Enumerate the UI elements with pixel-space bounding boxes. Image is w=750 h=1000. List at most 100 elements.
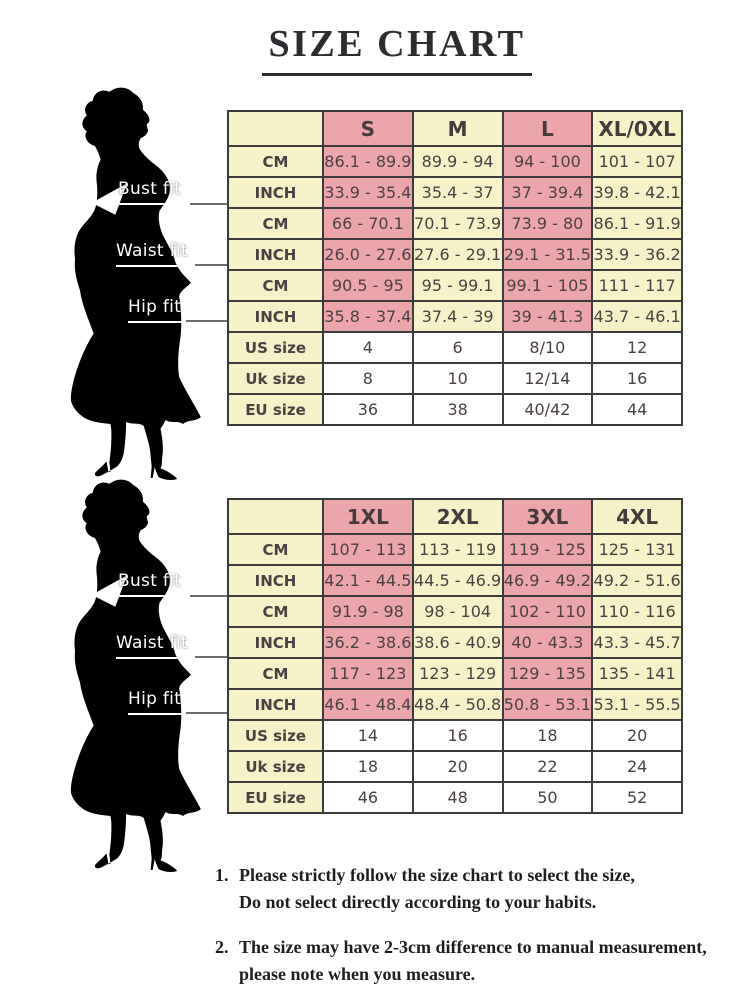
value-cell: 107 - 113 [322,533,414,566]
woman-silhouette-svg [70,479,201,872]
value-cell: 39 - 41.3 [501,300,594,333]
title-wrap: SIZE CHART [0,22,750,76]
value-cell: 86.1 - 91.9 [591,207,683,240]
row-label: Uk size [227,750,324,783]
row-label: CM [227,595,324,628]
value-cell: 12 [591,331,683,364]
value-cell: 40/42 [501,393,594,426]
value-cell: 43.7 - 46.1 [591,300,683,333]
waist-fit-label: Waist fit [116,633,195,659]
value-cell: 40 - 43.3 [501,626,594,659]
note-line: The size may have 2-3cm difference to ma… [239,937,707,957]
value-cell: 39.8 - 42.1 [591,176,683,209]
size-column-header: XL/0XL [591,110,683,147]
corner-cell [227,498,324,535]
value-cell: 46.9 - 49.2 [501,564,594,597]
value-cell: 101 - 107 [591,145,683,178]
arm-gap-shape [91,183,128,215]
value-cell: 50.8 - 53.1 [501,688,594,721]
value-cell: 29.1 - 31.5 [501,238,594,271]
note-number: 2. [215,937,229,957]
value-cell: 44.5 - 46.9 [411,564,504,597]
value-cell: 48 [411,781,504,814]
value-cell: 44 [591,393,683,426]
value-cell: 46 [322,781,414,814]
row-label: INCH [227,238,324,271]
size-column-header: 1XL [322,498,414,535]
value-cell: 6 [411,331,504,364]
table-row: EU size 46 48 50 52 [227,781,683,814]
value-cell: 38.6 - 40.9 [411,626,504,659]
note-item-2: 2. The size may have 2-3cm difference to… [215,934,747,988]
note-line: please note when you measure. [239,964,476,984]
size-table-regular: S M L XL/0XL CM 86.1 - 89.9 89.9 - 94 94 - 100 1… [227,110,683,426]
note-line: Do not select directly according to your… [239,892,597,912]
table-row: CM 90.5 - 95 95 - 99.1 99.1 - 105 111 - 117 [227,269,683,302]
value-cell: 50 [501,781,594,814]
woman-silhouette-figure-2 [50,477,218,872]
note-text: Please strictly follow the size chart to… [239,862,747,916]
value-cell: 18 [501,719,594,752]
row-label: CM [227,657,324,690]
row-label: INCH [227,300,324,333]
value-cell: 94 - 100 [501,145,594,178]
table-row: Uk size 8 10 12/14 16 [227,362,683,395]
value-cell: 36.2 - 38.6 [322,626,414,659]
table-row: CM 117 - 123 123 - 129 129 - 135 135 - 141 [227,657,683,690]
table-row: US size 4 6 8/10 12 [227,331,683,364]
size-column-header: 2XL [411,498,504,535]
table-row: CM 107 - 113 113 - 119 119 - 125 125 - 131 [227,533,683,566]
value-cell: 35.4 - 37 [411,176,504,209]
row-label: CM [227,269,324,302]
value-cell: 129 - 135 [501,657,594,690]
value-cell: 119 - 125 [501,533,594,566]
value-cell: 102 - 110 [501,595,594,628]
hip-fit-label: Hip fit [128,689,186,715]
hip-fit-connector-line [186,712,227,714]
size-table-plus: 1XL 2XL 3XL 4XL CM 107 - 113 113 - 119 119 - 12… [227,498,683,814]
woman-silhouette-svg [70,87,201,480]
table-row: CM 66 - 70.1 70.1 - 73.9 73.9 - 80 86.1 - 91… [227,207,683,240]
value-cell: 12/14 [501,362,594,395]
row-label: EU size [227,393,324,426]
table-row: US size 14 16 18 20 [227,719,683,752]
size-column-header: S [322,110,414,147]
value-cell: 86.1 - 89.9 [322,145,414,178]
value-cell: 46.1 - 48.4 [322,688,414,721]
value-cell: 27.6 - 29.1 [411,238,504,271]
value-cell: 14 [322,719,414,752]
value-cell: 18 [322,750,414,783]
row-label: INCH [227,176,324,209]
table-row: INCH 33.9 - 35.4 35.4 - 37 37 - 39.4 39.8 - … [227,176,683,209]
table-row: INCH 35.8 - 37.4 37.4 - 39 39 - 41.3 43.7 - … [227,300,683,333]
row-label: Uk size [227,362,324,395]
note-item-1: 1. Please strictly follow the size chart… [215,862,747,916]
table-row: Uk size 18 20 22 24 [227,750,683,783]
value-cell: 26.0 - 27.6 [322,238,414,271]
value-cell: 95 - 99.1 [411,269,504,302]
value-cell: 36 [322,393,414,426]
table-row: CM 86.1 - 89.9 89.9 - 94 94 - 100 101 - 107 [227,145,683,178]
row-label: INCH [227,688,324,721]
row-label: EU size [227,781,324,814]
size-column-header: M [411,110,504,147]
header-row: S M L XL/0XL [227,110,683,147]
size-table-regular-host: S M L XL/0XL CM 86.1 - 89.9 89.9 - 94 94 - 100 1… [227,110,683,426]
value-cell: 111 - 117 [591,269,683,302]
value-cell: 52 [591,781,683,814]
value-cell: 91.9 - 98 [322,595,414,628]
table-row: CM 91.9 - 98 98 - 104 102 - 110 110 - 116 [227,595,683,628]
bust-fit-label: Bust fit [118,179,190,205]
value-cell: 99.1 - 105 [501,269,594,302]
row-label: CM [227,207,324,240]
table-row: INCH 46.1 - 48.4 48.4 - 50.8 50.8 - 53.1 53.… [227,688,683,721]
value-cell: 110 - 116 [591,595,683,628]
value-cell: 20 [591,719,683,752]
size-column-header: 4XL [591,498,683,535]
value-cell: 16 [411,719,504,752]
waist-fit-label: Waist fit [116,241,195,267]
value-cell: 37.4 - 39 [411,300,504,333]
value-cell: 66 - 70.1 [322,207,414,240]
bust-fit-connector-line [190,203,227,205]
